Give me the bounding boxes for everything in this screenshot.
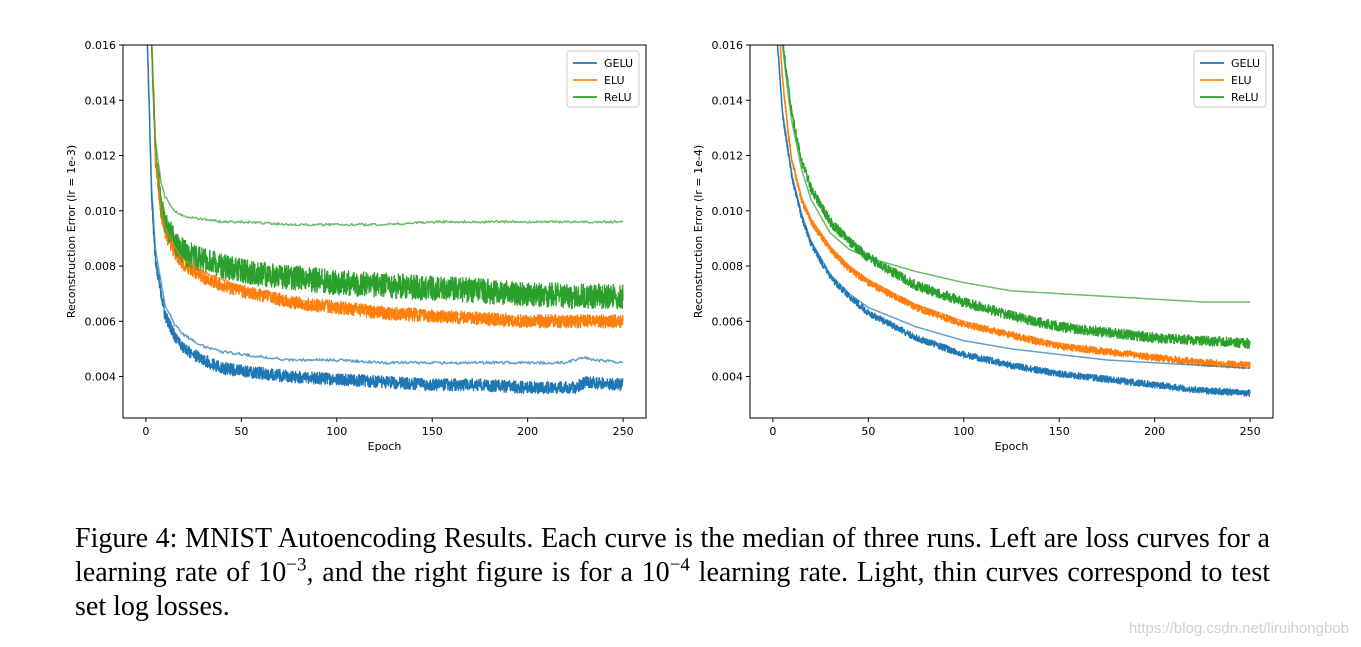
legend-label-relu: ReLU [1231,91,1259,104]
series-gelu-test [146,45,624,365]
x-tick-label: 200 [517,425,538,438]
series-elu-test [150,45,624,321]
y-tick-label: 0.006 [712,315,744,328]
series-relu-test [781,45,1251,303]
series-relu-train [151,45,624,310]
x-tick-label: 50 [234,425,248,438]
series-relu-train [782,45,1251,349]
y-axis-label: Reconstruction Error (lr = 1e-4) [692,145,705,318]
x-tick-label: 200 [1144,425,1165,438]
y-tick-label: 0.012 [712,150,744,163]
y-tick-label: 0.010 [85,205,117,218]
y-tick-label: 0.014 [85,94,117,107]
legend-label-elu: ELU [604,74,625,87]
caption-exponent-2: −4 [669,554,690,576]
caption-text-3: learning rate. Light, thin curves corres… [75,557,1271,622]
y-tick-label: 0.010 [712,205,744,218]
legend-label-elu: ELU [1231,74,1252,87]
axes-frame [122,44,647,419]
x-tick-label: 250 [613,425,634,438]
legend-label-gelu: GELU [604,57,633,70]
legend-box [566,50,640,108]
y-tick-label: 0.008 [712,260,744,273]
y-tick-label: 0.006 [85,315,117,328]
x-tick-label: 150 [1049,425,1070,438]
legend-box [1193,50,1267,108]
series-gelu-train [146,45,624,395]
series-elu-train [150,45,624,329]
x-tick-label: 150 [422,425,443,438]
x-tick-label: 100 [953,425,974,438]
y-tick-label: 0.008 [85,260,117,273]
y-tick-label: 0.012 [85,150,117,163]
y-tick-label: 0.016 [712,39,744,52]
chart-panel-2: 0 50 100 150 200 250 0.004 0.006 0.008 0.010 0.012… [692,39,1274,453]
y-tick-label: 0.004 [85,371,117,384]
legend: GELU ELU ReLU [566,50,640,108]
legend-label-gelu: GELU [1231,57,1260,70]
x-axis-label: Epoch [995,440,1029,453]
series-relu-test [151,45,624,227]
x-tick-label: 0 [142,425,149,438]
y-axis-label: Reconstruction Error (lr = 1e-3) [65,145,78,318]
axes-frame [749,44,1274,419]
legend-label-relu: ReLU [604,91,632,104]
x-tick-label: 100 [326,425,347,438]
caption-text-2: , and the right figure is for a 10 [306,557,670,588]
caption-text-1: Figure 4: MNIST Autoencoding Results. Ea… [75,523,1270,588]
x-axis-label: Epoch [368,440,402,453]
caption-exponent-1: −3 [286,554,307,576]
figure-caption: Figure 4: MNIST Autoencoding Results. Ea… [75,522,1270,624]
watermark: https://blog.csdn.net/liruihongbob [1128,620,1349,637]
figure: 0 50 100 150 200 250 0.004 0.006 0.008 0.010 0.012… [65,39,1274,453]
y-tick-label: 0.004 [712,371,744,384]
x-tick-label: 50 [861,425,875,438]
y-tick-label: 0.016 [85,39,117,52]
legend: GELU ELU ReLU [1193,50,1267,108]
plot-area [146,45,624,395]
chart-panel-1: 0 50 100 150 200 250 0.004 0.006 0.008 0.010 0.012… [65,39,647,453]
series-elu-test [779,45,1251,367]
x-tick-label: 0 [769,425,776,438]
series-gelu-train [776,45,1251,397]
series-elu-train [779,45,1251,370]
y-tick-label: 0.014 [712,94,744,107]
plot-area [776,45,1251,397]
x-tick-label: 250 [1240,425,1261,438]
series-gelu-test [776,45,1251,370]
